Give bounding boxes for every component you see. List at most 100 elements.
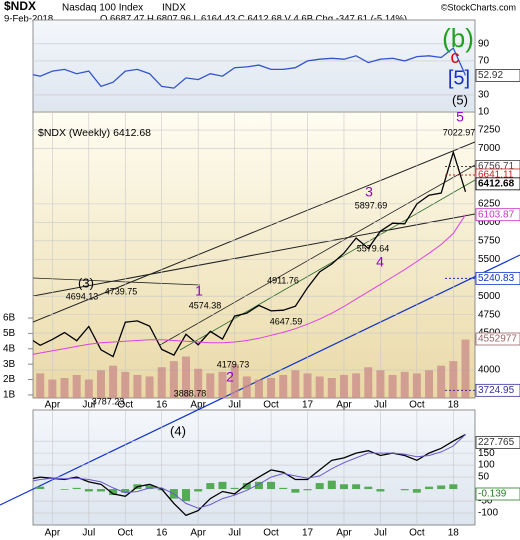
annotation: 5579.64 bbox=[357, 243, 390, 253]
annotation: 7022.97 bbox=[443, 127, 476, 137]
volume-bar bbox=[376, 370, 385, 398]
volume-bar bbox=[339, 374, 348, 398]
histogram-bar bbox=[84, 489, 93, 492]
y-tick-label: 30 bbox=[478, 90, 490, 101]
volume-bar bbox=[364, 367, 373, 398]
x-tick-label: Apr bbox=[336, 400, 352, 411]
volume-bar bbox=[60, 378, 69, 398]
volume-bar bbox=[400, 371, 409, 398]
histogram-bar bbox=[291, 489, 300, 493]
annotation: (4) bbox=[170, 423, 186, 438]
volume-bar bbox=[157, 367, 166, 398]
trendline bbox=[159, 164, 475, 346]
histogram-bar bbox=[109, 489, 118, 496]
clip-group bbox=[33, 112, 475, 398]
date: 9-Feb-2018 bbox=[4, 14, 53, 25]
value-box: 3724.95 bbox=[475, 383, 520, 397]
value-box-frame bbox=[475, 177, 520, 191]
volume-bar bbox=[84, 379, 93, 398]
volume-bar bbox=[96, 370, 105, 398]
value-box-label: 4552977 bbox=[478, 334, 517, 345]
value-box-label: -0.139 bbox=[478, 489, 507, 500]
volume-bar bbox=[230, 364, 239, 398]
histogram-bar bbox=[96, 489, 105, 492]
value-box-label: 6641.11 bbox=[478, 170, 514, 181]
y-tick-label: 4750 bbox=[478, 309, 501, 320]
value-box: 6103.87 bbox=[475, 208, 520, 222]
y-tick-label: 7250 bbox=[478, 125, 501, 136]
annotation: 4694.13 bbox=[66, 291, 99, 301]
annotation: 3 bbox=[365, 184, 373, 200]
y-tick-label: 90 bbox=[478, 38, 490, 49]
y-tick-label: 7000 bbox=[478, 143, 501, 154]
value-box: 4552977 bbox=[475, 332, 520, 346]
x-tick-label: Oct bbox=[263, 400, 279, 411]
volume-bar bbox=[218, 371, 227, 398]
y-tick-label: 70 bbox=[478, 56, 490, 67]
annotation: 4739.75 bbox=[105, 286, 138, 296]
volume-bar bbox=[206, 373, 215, 398]
value-box-frame bbox=[475, 487, 520, 501]
histogram-bar bbox=[267, 481, 276, 490]
x-tick-label: 16 bbox=[156, 400, 168, 411]
x-tick-label: Jul bbox=[82, 400, 95, 411]
value-box-label: 5240.83 bbox=[478, 273, 515, 284]
macd-panel bbox=[32, 409, 476, 526]
trendline bbox=[33, 213, 475, 297]
value-box: 6412.68 bbox=[475, 177, 520, 191]
histogram-bar bbox=[194, 489, 203, 492]
exchange: INDX bbox=[162, 3, 186, 14]
trendlines bbox=[33, 141, 475, 351]
x-tick-label: 17 bbox=[302, 528, 314, 539]
annotation: 4574.38 bbox=[189, 300, 222, 310]
volume-tick-label: 4B bbox=[3, 343, 16, 354]
histogram-bar bbox=[36, 486, 45, 490]
volume-bar bbox=[169, 361, 178, 398]
clip-group bbox=[33, 410, 475, 525]
volume-tick-label: 3B bbox=[3, 359, 16, 370]
volume-bar bbox=[72, 374, 81, 398]
volume-bar bbox=[145, 376, 154, 398]
y-tick-label: 5500 bbox=[478, 254, 501, 265]
value-box-label: 52.92 bbox=[478, 70, 503, 81]
histogram-bar bbox=[303, 489, 312, 491]
annotation: 5897.69 bbox=[355, 200, 388, 210]
histogram-bar bbox=[230, 487, 239, 490]
volume-bar bbox=[461, 339, 470, 398]
histogram-bar bbox=[242, 483, 251, 490]
histogram-bar bbox=[60, 489, 69, 490]
histogram-bar bbox=[449, 484, 458, 490]
x-tick-label: Apr bbox=[45, 400, 61, 411]
volume-bar bbox=[315, 376, 324, 398]
histogram-bar bbox=[145, 485, 154, 490]
x-tick-label: Apr bbox=[45, 528, 61, 539]
volume-tick-label: 1B bbox=[3, 390, 16, 401]
y-tick-label: 6250 bbox=[478, 199, 501, 210]
y-tick-label: 150 bbox=[478, 448, 495, 459]
trendline bbox=[179, 179, 475, 351]
value-box-frame bbox=[475, 383, 520, 397]
x-tick-label: Jul bbox=[374, 400, 387, 411]
annotation: 4911.76 bbox=[267, 275, 299, 285]
histogram-bar bbox=[315, 483, 324, 490]
y-tick-label: 6000 bbox=[478, 217, 501, 228]
clip-group bbox=[33, 43, 475, 112]
x-tick-label: Jul bbox=[228, 400, 241, 411]
x-tick-label: Apr bbox=[190, 528, 206, 539]
histogram-bar bbox=[72, 487, 81, 490]
x-tick-label: Apr bbox=[190, 400, 206, 411]
x-tick-label: Jul bbox=[374, 528, 387, 539]
x-tick-label: Oct bbox=[117, 400, 133, 411]
plot-layer: 90 70 30 10 52.92 (b)c[5] 7250 7000 6250 6000 5750… bbox=[3, 23, 520, 539]
y-tick-label: 10 bbox=[478, 107, 490, 118]
volume-bar bbox=[109, 365, 118, 398]
histogram-bar bbox=[121, 489, 130, 493]
value-box-label: 6103.87 bbox=[478, 209, 515, 220]
series-line bbox=[33, 149, 467, 358]
volume-bar bbox=[303, 373, 312, 398]
volume-bar bbox=[242, 376, 251, 398]
x-tick-label: Oct bbox=[409, 528, 425, 539]
value-box: 227.765 bbox=[475, 436, 520, 449]
